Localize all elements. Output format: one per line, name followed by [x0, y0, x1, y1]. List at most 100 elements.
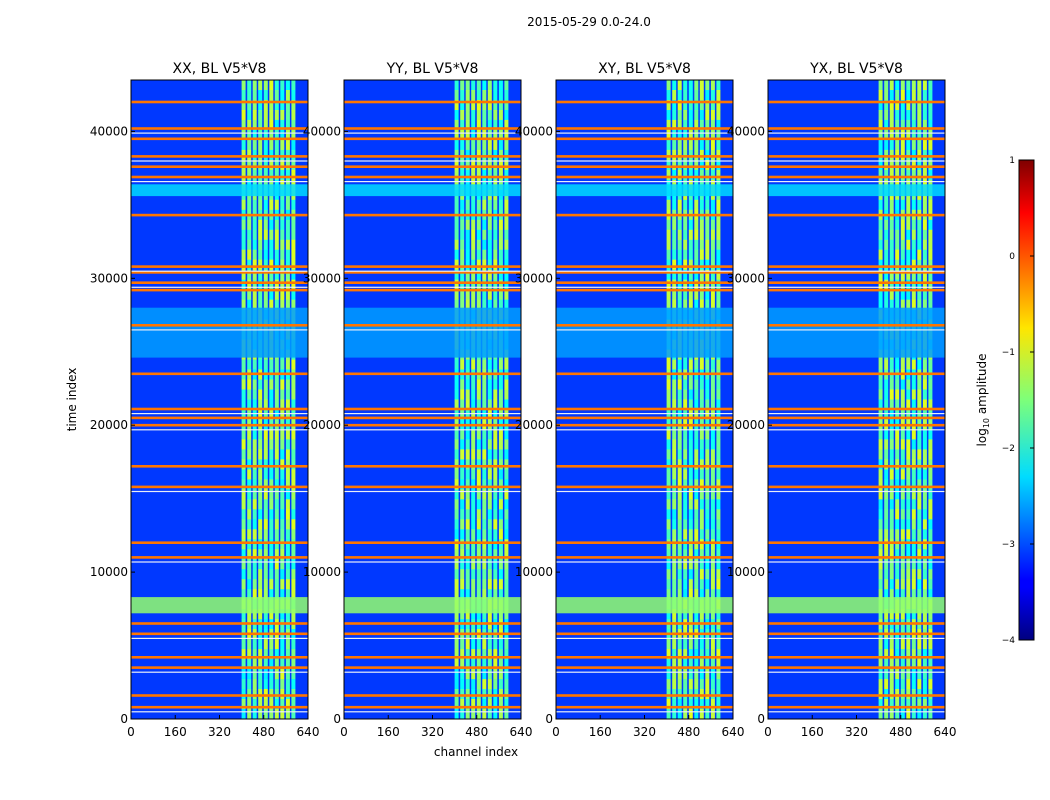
heatmap-cell [291, 649, 296, 660]
heatmap-cell [917, 479, 922, 490]
heatmap-cell [454, 699, 459, 710]
heatmap-cell [911, 110, 916, 121]
heatmap-cell [683, 539, 688, 550]
heatmap-cell [274, 129, 279, 141]
y-tick-label: 40000 [515, 124, 553, 138]
heatmap-cell [677, 389, 682, 400]
heatmap-cell [694, 649, 699, 660]
heatmap-cell [465, 669, 470, 680]
heatmap-flag-row [768, 155, 945, 158]
heatmap-cell [928, 139, 933, 151]
heatmap-cell [895, 509, 900, 520]
heatmap-cell [454, 639, 459, 650]
heatmap-cell [493, 199, 498, 211]
heatmap-cell [688, 129, 693, 141]
heatmap-cell [710, 139, 715, 151]
heatmap-cell [482, 429, 487, 440]
heatmap-cell [471, 559, 476, 570]
heatmap-cell [252, 669, 257, 680]
heatmap-cell [482, 199, 487, 211]
heatmap-cell [291, 669, 296, 680]
heatmap-cell [917, 489, 922, 500]
heatmap-cell [672, 679, 677, 690]
heatmap-flag-row [556, 666, 733, 669]
heatmap-cell [895, 80, 900, 91]
heatmap-cell [504, 249, 509, 260]
heatmap-cell [889, 579, 894, 590]
heatmap-cell [683, 699, 688, 710]
heatmap-cell [683, 499, 688, 510]
heatmap-cell [906, 359, 911, 370]
heatmap-cell [694, 669, 699, 680]
heatmap-cell [471, 299, 476, 310]
heatmap-cell [285, 649, 290, 660]
heatmap-cell [688, 219, 693, 231]
heatmap-cell [285, 559, 290, 570]
heatmap-cell [460, 489, 465, 500]
heatmap-cell [716, 239, 721, 251]
heatmap-cell [716, 139, 721, 151]
x-tick-label: 160 [589, 725, 612, 739]
heatmap-cell [280, 489, 285, 500]
heatmap-cell [928, 439, 933, 450]
heatmap-flag-row [131, 155, 308, 158]
heatmap-cell [710, 539, 715, 550]
heatmap-cell [504, 469, 509, 480]
heatmap-cell [465, 80, 470, 91]
heatmap-cell [666, 139, 671, 151]
heatmap-cell [274, 539, 279, 550]
heatmap-cell [487, 139, 492, 151]
heatmap-cell [677, 299, 682, 310]
heatmap-flag-row [131, 637, 308, 639]
heatmap-cell [493, 409, 498, 420]
heatmap-cell [911, 149, 916, 161]
heatmap-cell [688, 499, 693, 510]
heatmap-cell [906, 169, 911, 181]
heatmap-cell [677, 129, 682, 141]
heatmap-cell [889, 609, 894, 620]
heatmap-cell [917, 569, 922, 580]
heatmap-cell [895, 299, 900, 310]
heatmap-cell [504, 139, 509, 151]
heatmap-cell [285, 659, 290, 670]
heatmap-cell [269, 379, 274, 390]
heatmap-cell [922, 289, 927, 300]
heatmap-cell [911, 689, 916, 700]
heatmap-cell [460, 299, 465, 310]
heatmap-cell [710, 259, 715, 270]
heatmap-cell [460, 389, 465, 400]
heatmap-cell [241, 139, 246, 151]
heatmap-cell [258, 559, 263, 570]
heatmap-flag-row [344, 288, 521, 292]
heatmap-cell [694, 469, 699, 480]
heatmap-cell [683, 709, 688, 720]
heatmap-cell [666, 539, 671, 550]
heatmap-cell [922, 229, 927, 241]
heatmap-cell [465, 110, 470, 121]
heatmap-cell [252, 399, 257, 410]
heatmap-cell [504, 479, 509, 490]
heatmap-cell [285, 709, 290, 720]
heatmap-cell [454, 409, 459, 420]
heatmap-cell [895, 219, 900, 231]
heatmap-cell [465, 159, 470, 171]
heatmap-cell [498, 549, 503, 560]
heatmap-cell [699, 669, 704, 680]
heatmap-cell [498, 239, 503, 251]
heatmap-cell [677, 459, 682, 470]
heatmap-cell [241, 609, 246, 620]
heatmap-cell [928, 539, 933, 550]
heatmap-cell [291, 129, 296, 141]
heatmap-cell [252, 689, 257, 700]
heatmap-cell [460, 80, 465, 91]
heatmap-cell [884, 589, 889, 600]
heatmap-cell [247, 499, 252, 510]
heatmap-cell [252, 659, 257, 670]
heatmap-cell [928, 479, 933, 490]
heatmap-flag-row [344, 132, 521, 134]
heatmap-cell [710, 589, 715, 600]
heatmap-cell [465, 539, 470, 550]
heatmap-cell [716, 279, 721, 290]
heatmap-cell [900, 659, 905, 670]
heatmap-cell [454, 549, 459, 560]
